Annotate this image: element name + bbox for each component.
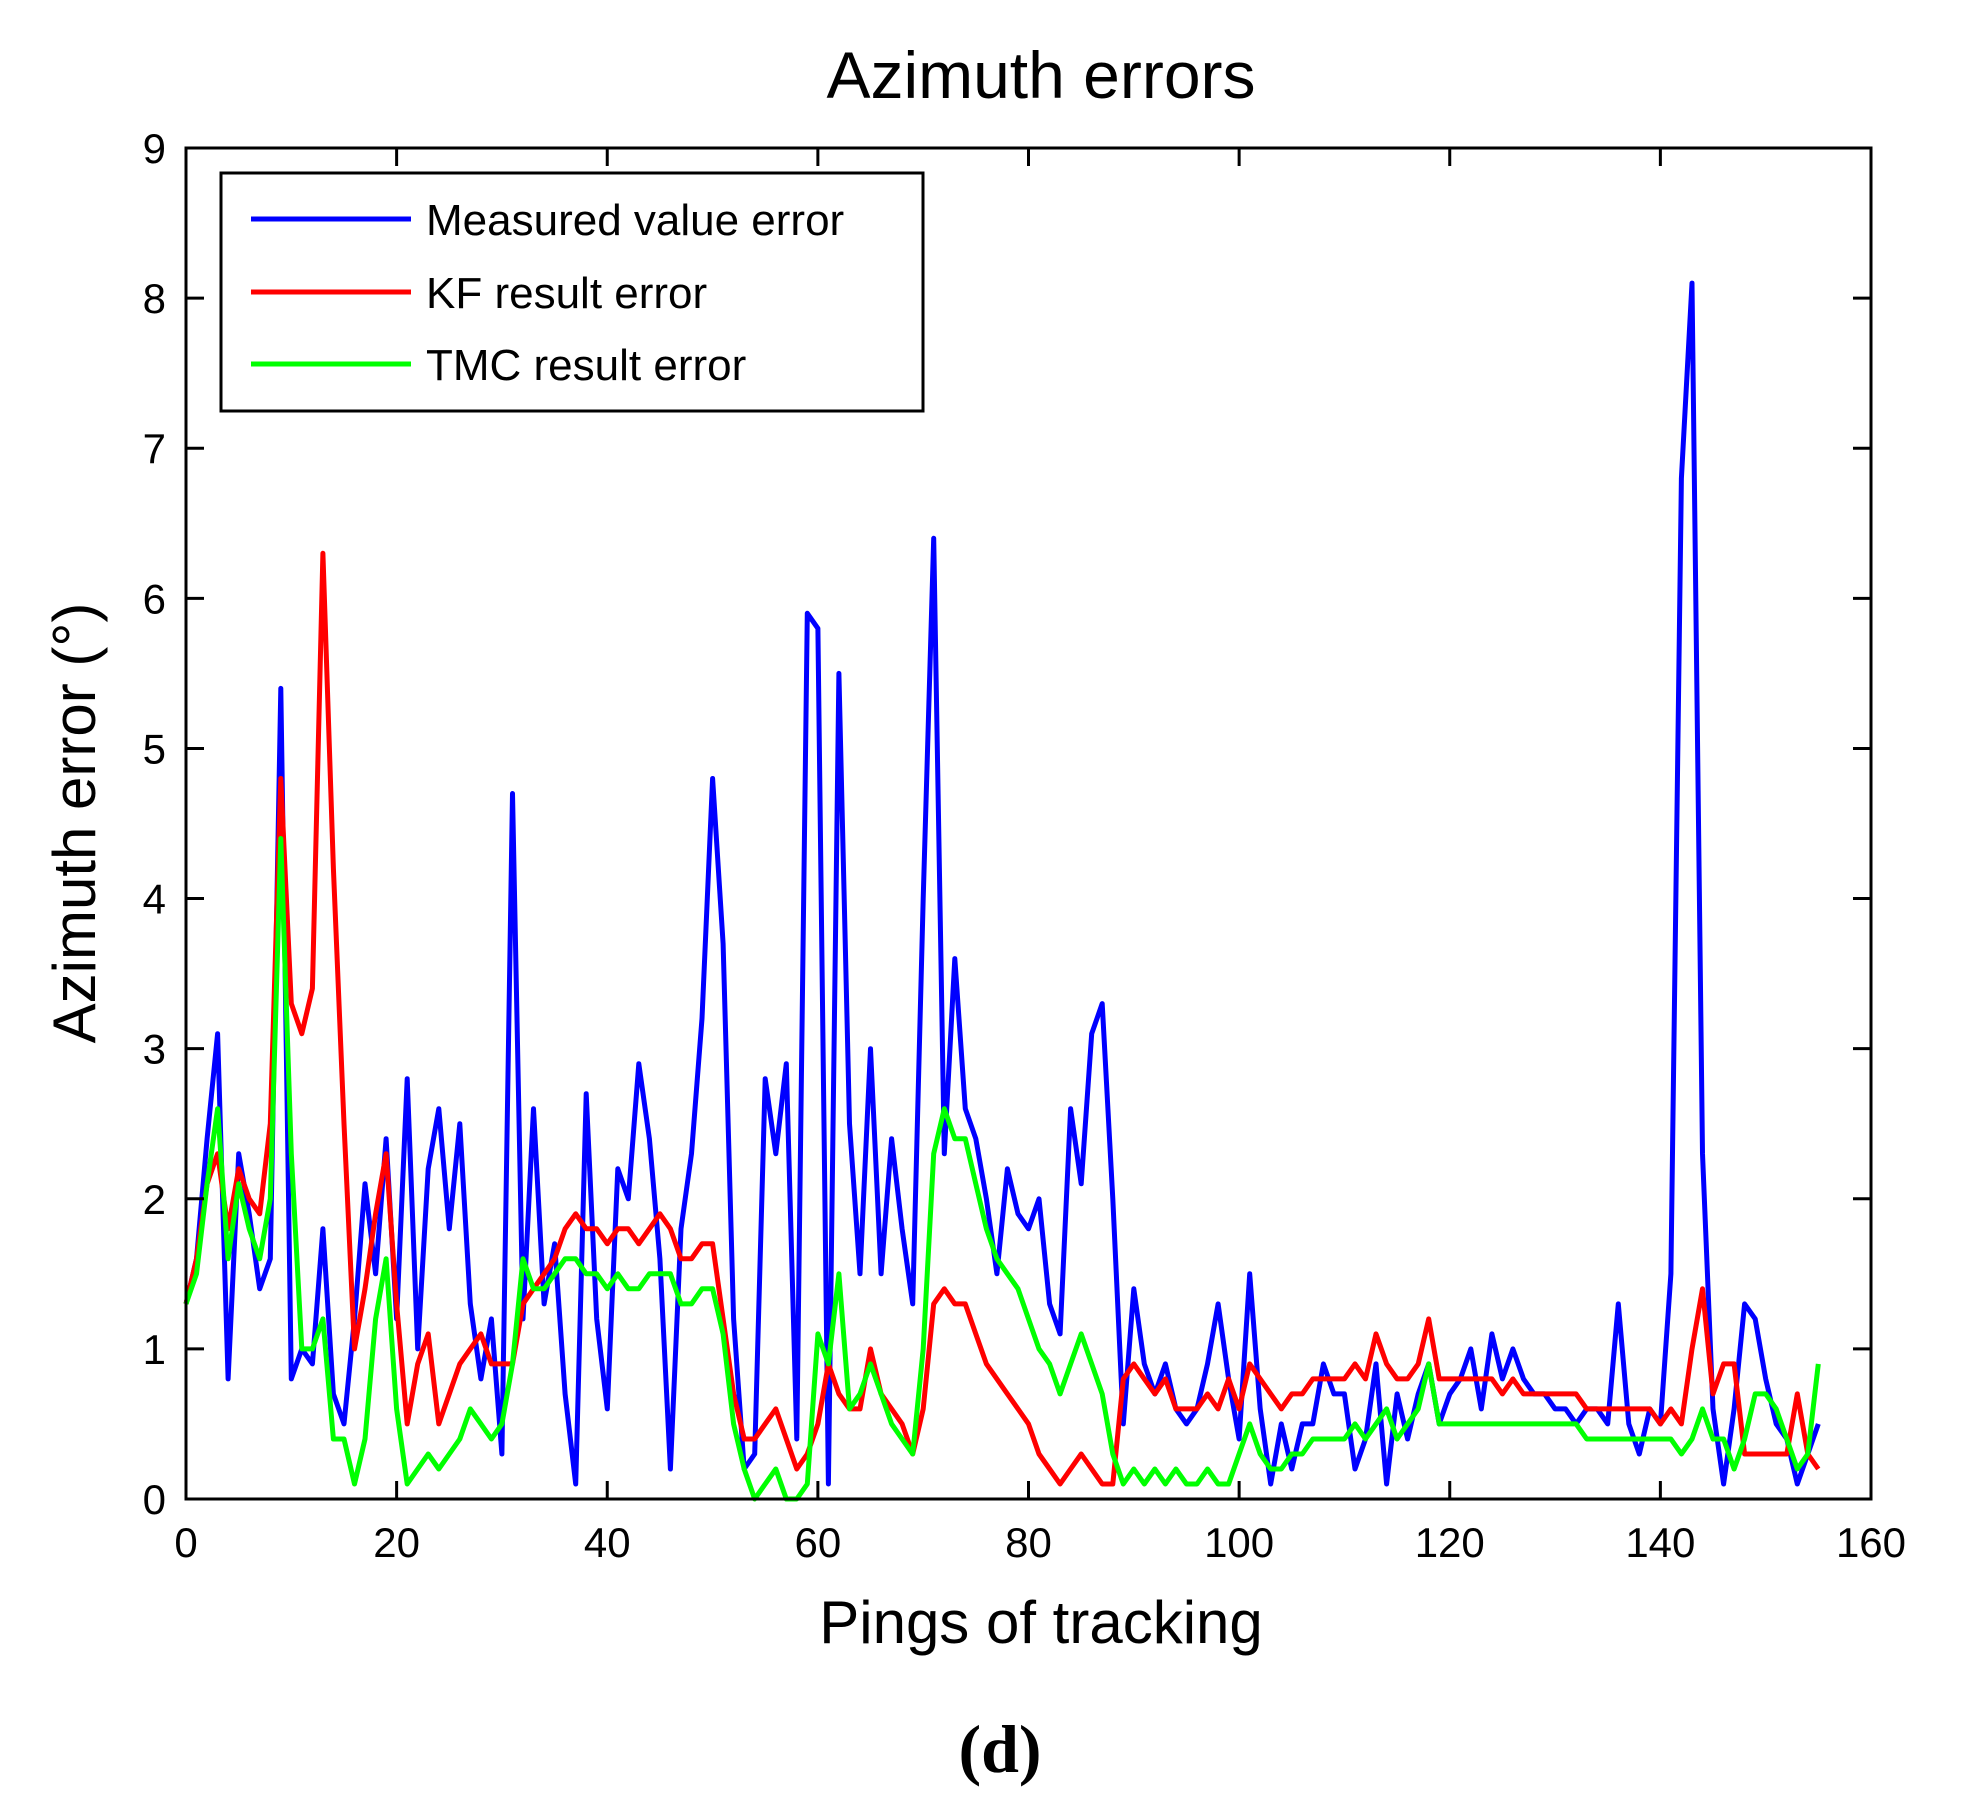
x-tick-label: 0 <box>174 1519 197 1566</box>
x-tick-label: 20 <box>373 1519 420 1566</box>
x-tick-label: 160 <box>1836 1519 1906 1566</box>
y-tick-label: 6 <box>143 575 166 622</box>
x-tick-label: 100 <box>1204 1519 1274 1566</box>
y-tick-label: 5 <box>143 725 166 772</box>
y-tick-label: 9 <box>143 125 166 172</box>
chart-title: Azimuth errors <box>826 38 1255 112</box>
y-tick-label: 2 <box>143 1176 166 1223</box>
x-axis-label: Pings of tracking <box>819 1589 1263 1656</box>
legend: Measured value error KF result error TMC… <box>219 171 925 413</box>
y-tick-label: 0 <box>143 1476 166 1523</box>
x-tick-label: 60 <box>795 1519 842 1566</box>
legend-label-tmc: TMC result error <box>426 341 746 390</box>
x-tick-label: 40 <box>584 1519 631 1566</box>
series-line-kf <box>183 550 1821 1487</box>
x-tick-label: 140 <box>1625 1519 1695 1566</box>
y-tick-label: 4 <box>143 876 166 923</box>
panel-label: (d) <box>958 1711 1041 1787</box>
series-line-tmc <box>183 836 1821 1502</box>
ticks-layer: 0 20 40 60 80 100 120 140 160 0 1 2 3 4 5 6 7 8 9 <box>143 125 1906 1566</box>
y-tick-label: 3 <box>143 1026 166 1073</box>
y-tick-label: 1 <box>143 1326 166 1373</box>
y-tick-label: 8 <box>143 275 166 322</box>
y-axis-label: Azimuth error (°) <box>41 603 108 1044</box>
y-tick-label: 7 <box>143 425 166 472</box>
series-layer <box>183 280 1821 1502</box>
x-tick-label: 80 <box>1005 1519 1052 1566</box>
legend-label-measured: Measured value error <box>426 196 844 245</box>
legend-label-kf: KF result error <box>426 269 707 318</box>
x-tick-label: 120 <box>1415 1519 1485 1566</box>
